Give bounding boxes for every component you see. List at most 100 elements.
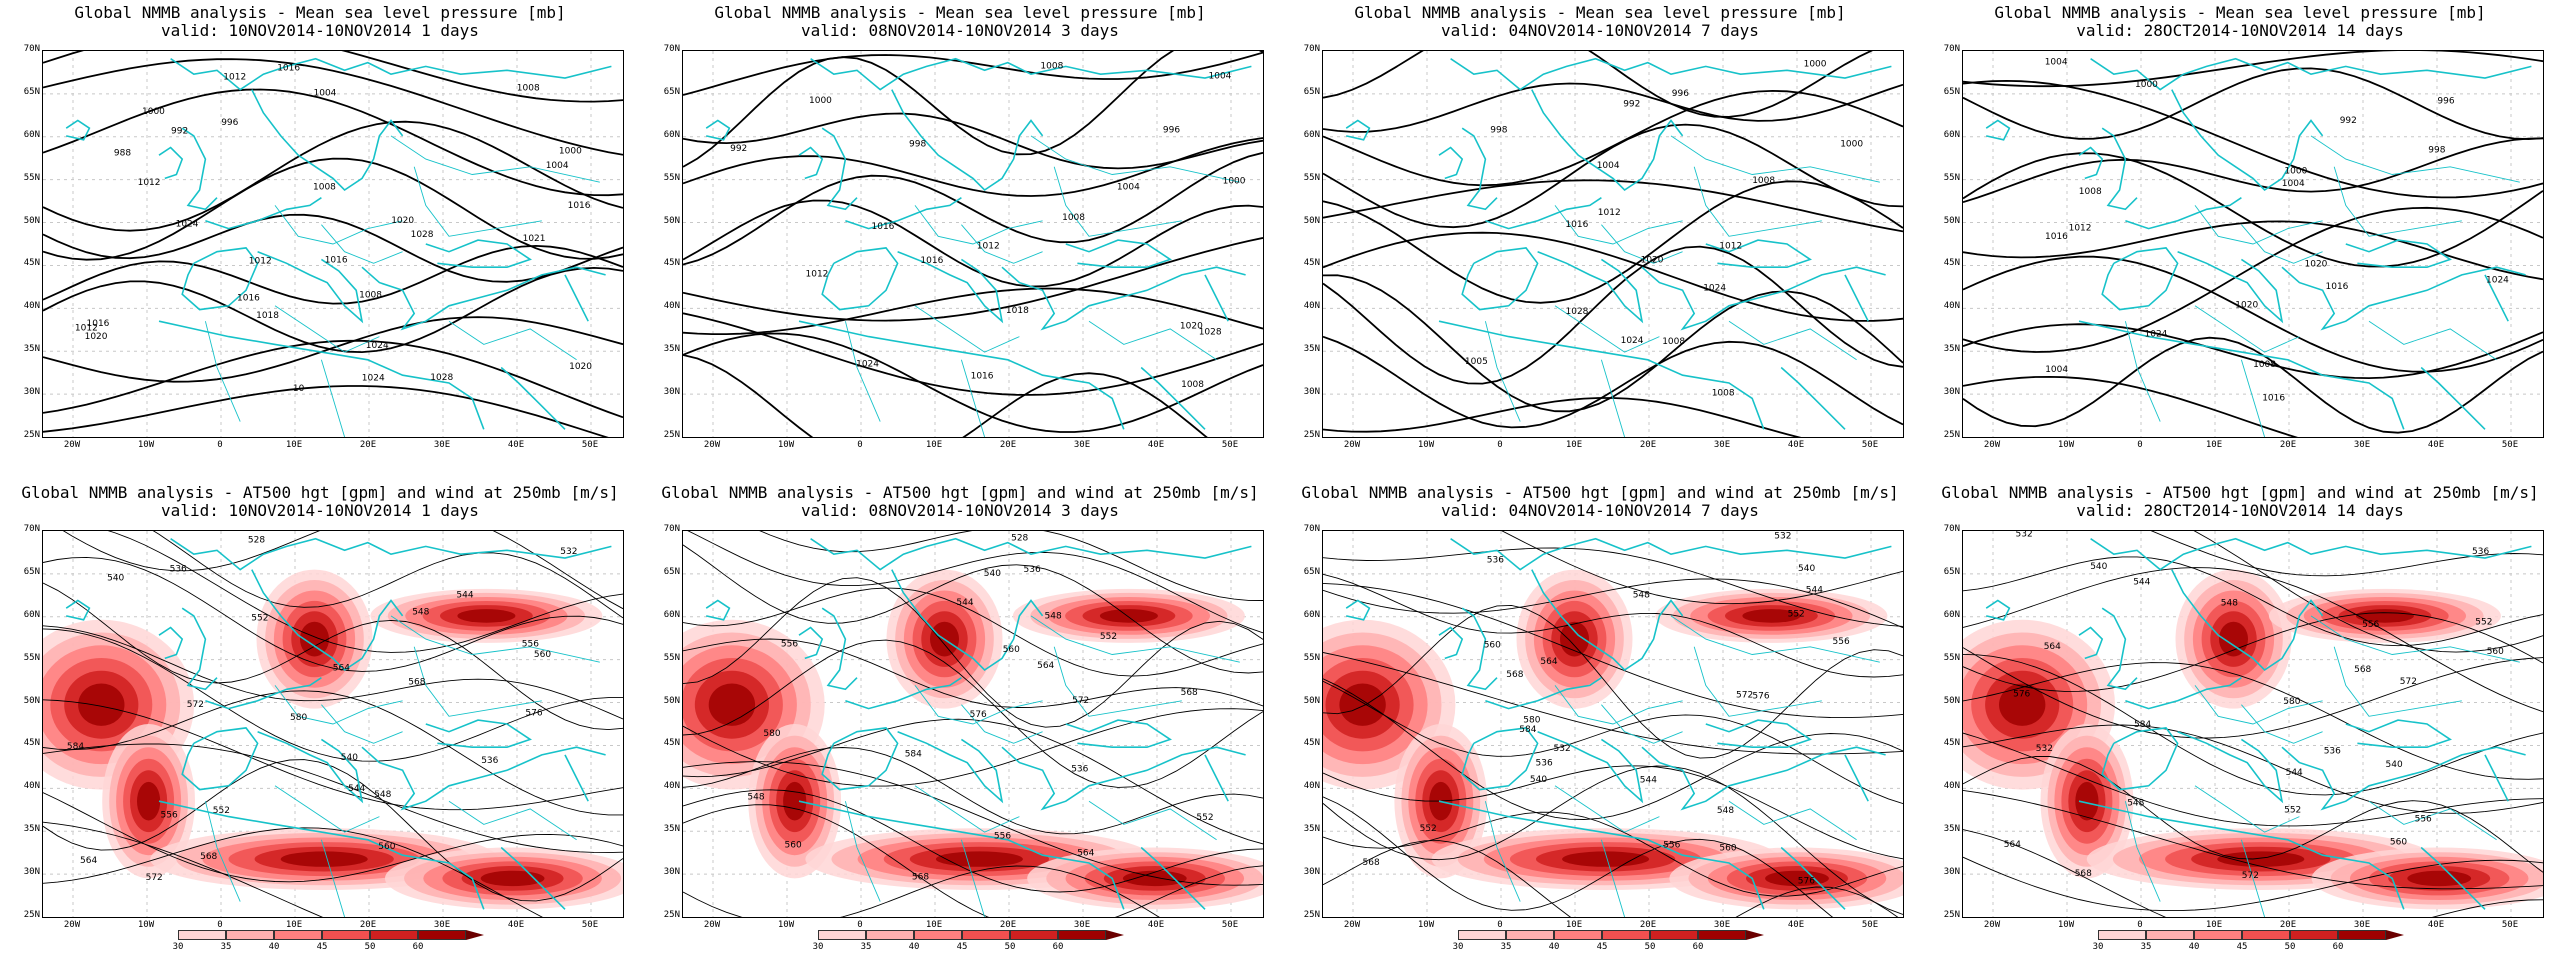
lon-tick-label: 10E: [925, 440, 943, 450]
contour-label: 532: [1774, 532, 1791, 542]
map-panel: Global NMMB analysis - AT500 hgt [gpm] a…: [1920, 480, 2560, 960]
coastline: [181, 607, 218, 691]
lat-tick-label: 45N: [23, 738, 40, 749]
isoline: [683, 718, 1263, 845]
coastline: [2101, 607, 2138, 691]
contour-label: 1012: [1719, 242, 1742, 252]
map-panel: Global NMMB analysis - AT500 hgt [gpm] a…: [0, 480, 640, 960]
lat-tick-label: 65N: [1303, 566, 1320, 577]
coastlines: [705, 57, 1252, 437]
colorbar-segment: [1698, 930, 1746, 940]
lat-tick-label: 50N: [1943, 695, 1960, 706]
contour-label: 560: [378, 842, 395, 852]
lon-tick-label: 10E: [1565, 920, 1583, 930]
isoline: [1963, 829, 2543, 917]
contour-label: 1012: [75, 324, 98, 334]
contour-label: 560: [1484, 641, 1501, 651]
contour-label: 564: [2004, 840, 2021, 850]
contour-label: 1000: [1840, 140, 1863, 150]
lat-tick-label: 30N: [1943, 387, 1960, 398]
colorbar-segment: [818, 930, 866, 940]
colorbar-segment: [962, 930, 1010, 940]
isoline: [1963, 255, 2543, 373]
map-svg: 5285325365405445485525565605645685725765…: [43, 531, 623, 917]
colorbar-segment: [2146, 930, 2194, 940]
country-border: [274, 205, 403, 245]
country-border: [390, 135, 600, 183]
colorbar-tick-label: 45: [956, 942, 968, 952]
country-border: [844, 321, 881, 422]
coastline: [2484, 754, 2509, 802]
lat-tick-label: 25N: [1943, 910, 1960, 920]
country-border: [390, 615, 600, 663]
coastline: [2101, 727, 2179, 791]
isoline: [1963, 79, 2543, 199]
lat-tick-label: 55N: [1943, 172, 1960, 183]
country-border: [1053, 646, 1182, 717]
colorbar-tick-label: 40: [1548, 942, 1560, 952]
coastline: [205, 197, 322, 230]
wind-speed-band: [78, 683, 125, 726]
contour-label: 1024: [856, 359, 879, 369]
isoline: [43, 58, 623, 156]
country-border: [321, 704, 403, 744]
coastline: [1461, 607, 1498, 691]
lon-tick-label: 10W: [1417, 920, 1435, 930]
lat-tick-label: 45N: [1943, 258, 1960, 269]
contour-label: 560: [1003, 645, 1020, 655]
contour-label: 552: [251, 614, 268, 624]
contour-label: 540: [1530, 775, 1547, 785]
isoline: [43, 821, 323, 917]
contour-label: 1020: [2305, 259, 2328, 269]
contour-label: 996: [1163, 126, 1180, 136]
country-border: [1484, 321, 1521, 422]
lat-tick-label: 50N: [23, 695, 40, 706]
coastline: [2101, 247, 2179, 311]
map-panel: Global NMMB analysis - AT500 hgt [gpm] a…: [640, 480, 1280, 960]
isoline: [43, 699, 623, 811]
lon-tick-label: 40E: [507, 440, 525, 450]
isoline: [1963, 556, 2543, 647]
contour-label: 564: [1077, 848, 1094, 858]
colorbar-segment: [178, 930, 226, 940]
contour-label: 1016: [2262, 394, 2285, 404]
coastline: [2420, 366, 2486, 430]
lon-tick-label: 50E: [2501, 920, 2519, 930]
lon-tick-label: 20E: [2279, 920, 2297, 930]
contour-label: 1000: [809, 96, 832, 106]
panel-title-line1: Global NMMB analysis - Mean sea level pr…: [1994, 3, 2486, 22]
colorbar-segment: [1458, 930, 1506, 940]
coastline: [798, 800, 1125, 910]
contour-label: 1024: [1621, 336, 1644, 346]
contour-label: 540: [2386, 760, 2403, 770]
contour-label: 1000: [559, 147, 582, 157]
contour-label: 544: [1806, 586, 1823, 596]
contour-label: 536: [1487, 555, 1504, 565]
colorbar-tick-label: 30: [2092, 942, 2104, 952]
colorbar-high-tip: [1106, 930, 1124, 940]
contour-label: 552: [1420, 824, 1437, 834]
contour-label: 532: [2016, 531, 2033, 540]
contour-label: 992: [1623, 100, 1640, 110]
colorbar-segment: [2338, 930, 2386, 940]
map-panel: Global NMMB analysis - Mean sea level pr…: [1280, 0, 1920, 480]
lon-tick-label: 10W: [137, 440, 155, 450]
map-area: 528 536 540 544 548 552 556 560 564 568 572 576 580 5…: [682, 530, 1264, 918]
coastline: [251, 89, 404, 192]
panel-title-line1: Global NMMB analysis - Mean sea level pr…: [714, 3, 1206, 22]
wind-speed-band: [457, 609, 516, 623]
contour-label: 564: [333, 664, 350, 674]
lat-tick-label: 35N: [1943, 824, 1960, 835]
wind-colorbar: 30 35 40 45 50 60: [800, 930, 1140, 954]
contour-label: 568: [912, 873, 929, 883]
contour-label: 572: [187, 700, 204, 710]
lat-tick-label: 25N: [23, 910, 40, 920]
contour-label: 552: [1788, 609, 1805, 619]
lon-tick-label: 10W: [1417, 440, 1435, 450]
isoline: [107, 531, 623, 653]
lon-tick-label: 50E: [1861, 440, 1879, 450]
isoline: [1323, 573, 1903, 678]
coastline: [2177, 730, 2284, 804]
coastline: [2090, 57, 2532, 91]
lat-tick-label: 45N: [663, 258, 680, 269]
